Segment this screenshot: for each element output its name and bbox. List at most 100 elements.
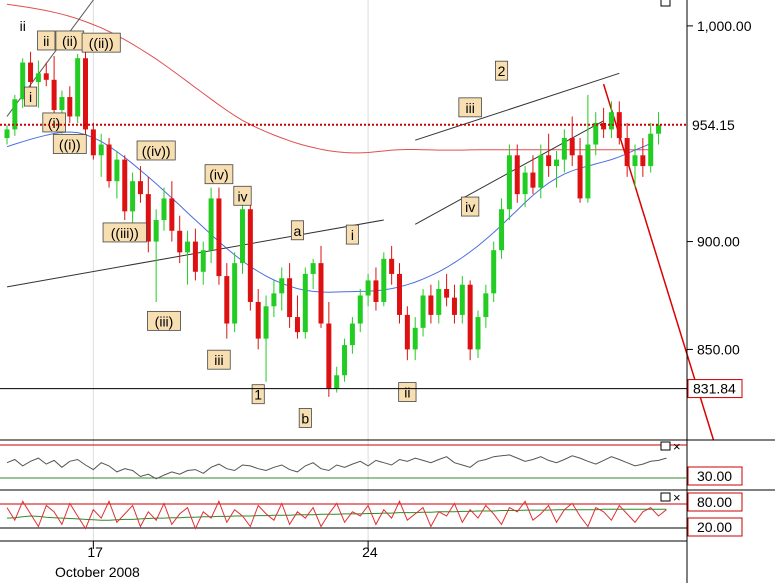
wave-label-box [42,112,66,133]
wave-label: iv [461,196,480,217]
candle-down [90,129,96,156]
candle-up [381,258,387,302]
close-icon[interactable]: × [673,439,681,454]
wave-label-text: iv [465,199,475,215]
support-tag: 831.84 [687,379,743,399]
maximize-icon[interactable] [660,441,671,451]
wave-label-text: ii [43,33,49,49]
grid [92,0,369,541]
indicator-1-line [6,454,667,480]
wave-label: 2 [495,60,509,81]
candle-down [326,323,332,389]
candle-up [585,144,591,199]
wave-label: iii [207,349,231,370]
candle-down [530,172,536,188]
candle-down [569,138,575,156]
candle-up [200,250,206,272]
wave-label-text: a [294,223,302,239]
candle-down [404,314,410,350]
candle-down [397,273,402,315]
candle-down [451,297,457,315]
wave-label-text: ii [404,385,410,401]
candle-down [577,155,583,199]
wave-label-text: b [301,410,309,426]
wave-label: (iv) [204,164,234,185]
wave-label-text: ((i)) [59,137,81,153]
candle-up [114,159,120,182]
wave-label: i [345,224,359,245]
close-icon[interactable]: × [673,490,681,505]
candle-up [240,209,245,264]
x-tick-label: 24 [362,544,378,560]
time-axis: October 2008 17 24 [0,540,687,580]
candle-up [522,172,528,195]
candle-up [648,133,654,167]
wave-label: a [290,220,304,241]
candle-up [153,220,159,242]
wave-label-text: iii [465,100,474,116]
candle-down [294,317,300,333]
candlesticks [4,51,662,397]
maximize-icon[interactable] [660,492,671,502]
wave-label-text: (iii) [155,313,174,329]
candle-up [561,138,567,160]
candle-up [593,122,599,145]
y-tick-label: 900.00 [697,234,740,250]
candle-up [459,284,465,315]
candle-down [514,155,520,195]
candle-up [98,144,104,156]
candle-up [208,198,214,251]
wave-label: 1 [251,384,265,405]
wave-label-text: (iv) [209,167,228,183]
wave-label-box [52,134,87,154]
panel-maximize-icon[interactable] [660,0,671,7]
wave-label: ((i)) [52,134,87,154]
candle-down [224,276,230,324]
candle-down [247,209,253,302]
candle-up [232,263,238,324]
wave-label-text: iv [237,188,247,204]
candle-down [51,79,57,110]
indicator-2-signal-line [6,508,667,521]
candle-down [624,138,630,167]
candle-up [491,250,497,294]
indicator-panel-1: × 30.00 [0,439,775,486]
wave-label: (ii) [55,30,85,51]
support-tag-text: 831.84 [693,381,736,397]
candle-up [420,295,426,328]
wave-label-box [495,60,509,81]
y-tick-label: 1,000.00 [697,18,752,34]
candle-up [365,280,371,296]
price-tag-text: 954.15 [692,117,735,133]
wave-label-box [298,408,312,428]
candle-up [185,241,191,253]
wave-label-text: i [29,89,32,105]
wave-label-box [345,224,359,245]
candle-up [20,62,26,100]
ind2-lower-level: 20.00 [697,519,732,535]
wave-label: (i) [42,112,66,133]
wave-label: ii [37,30,56,51]
candle-down [616,112,622,139]
candle-down [255,301,261,339]
wave-label: i [24,86,38,107]
candle-up [554,159,559,167]
candle-down [389,258,395,274]
candle-up [357,295,363,324]
candle-down [137,181,143,195]
price-axis: 850.00 900.00 1,000.00 [686,0,752,583]
wave-label-text: ii [20,18,26,34]
indicator-2-main-line [6,500,667,530]
candle-down [122,159,128,212]
candle-up [161,198,167,220]
candle-down [467,284,473,350]
wave-label-text: ((ii)) [89,35,114,51]
candle-up [279,278,285,294]
wave-label-text: 1 [254,387,262,403]
candle-down [145,194,151,242]
candle-up [263,306,269,339]
candle-up [310,263,316,274]
